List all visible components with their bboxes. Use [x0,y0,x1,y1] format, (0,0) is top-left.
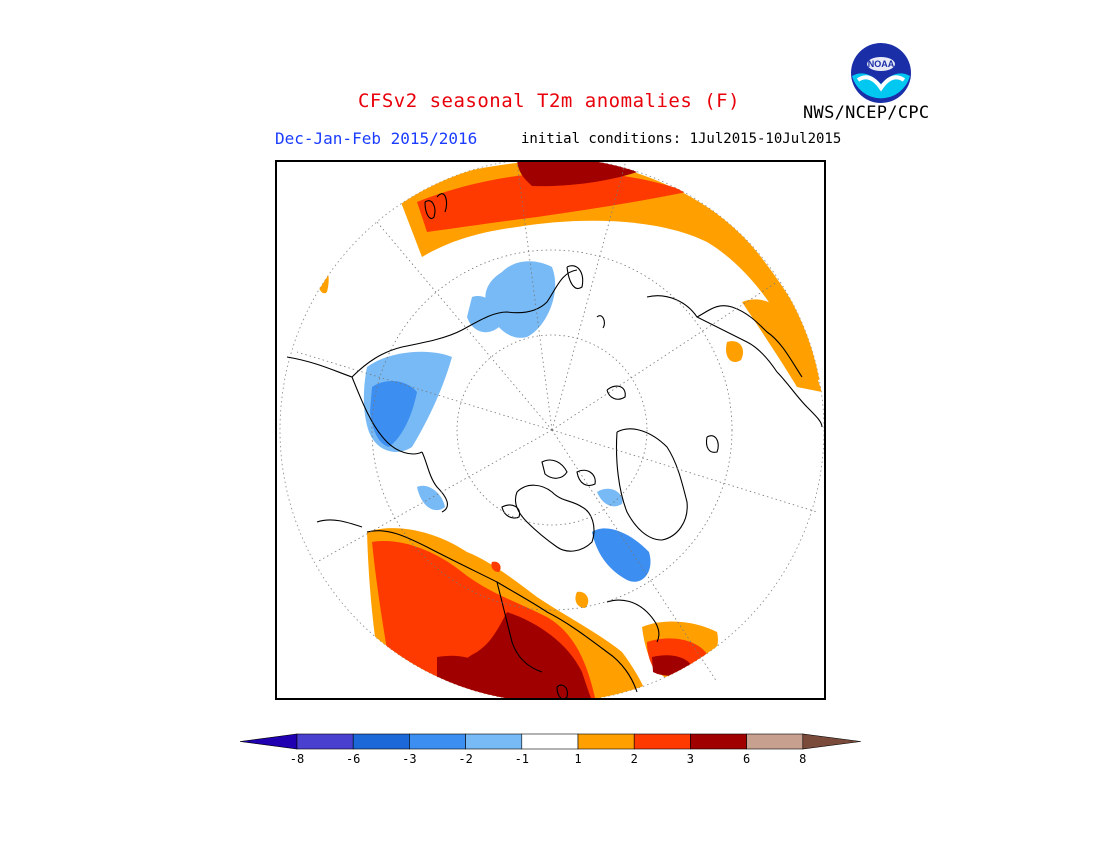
strong-warm-anomaly-region [517,162,637,187]
initial-conditions: initial conditions: 1Jul2015-10Jul2015 [521,131,842,147]
logo-text: NOAA [868,59,895,69]
legend-tick-label: -6 [345,752,361,766]
legend-swatch [352,733,410,750]
cold-anomaly-region [597,488,623,507]
legend-tick-label: 2 [630,752,638,766]
warm-anomaly-region [575,591,589,608]
map-title: CFSv2 seasonal T2m anomalies (F) [357,90,741,112]
warm-anomaly-region [742,299,822,392]
warm-anomaly-region [491,561,501,572]
cold-anomaly-region [485,261,556,338]
noaa-logo: NOAA [851,43,911,103]
map-frame [275,160,826,700]
cold-anomaly-region [370,380,417,447]
legend-tick-label: 1 [574,752,582,766]
legend-tick-label: -1 [514,752,530,766]
legend-swatch [521,733,579,750]
agency-label: NWS/NCEP/CPC [803,103,930,123]
warm-anomaly-region [417,172,687,232]
legend-swatch [690,733,747,750]
legend-tick-label: -2 [458,752,473,766]
legend-tick-label: -3 [402,752,417,766]
cold-anomaly-region [417,485,445,511]
legend-tick-label: 3 [686,752,694,766]
warm-anomaly-region [726,341,744,362]
cold-anomaly-region [592,528,651,582]
legend-tick-label: 8 [799,752,807,766]
graticule [296,162,818,683]
legend-swatch [746,733,804,750]
legend-tick-label: -8 [289,752,305,766]
forecast-period: Dec-Jan-Feb 2015/2016 [275,129,478,148]
color-legend [239,733,861,750]
legend-tick-label: 6 [742,752,751,766]
legend-swatch [409,733,466,750]
legend-swatch [633,733,691,750]
coastlines [286,193,823,698]
legend-arrow-low [239,733,298,750]
legend-swatch [296,733,354,750]
legend-swatch [577,733,635,750]
warm-anomaly-region [316,265,329,294]
legend-swatch [465,733,523,750]
polar-map [279,162,824,698]
legend-arrow-high [802,733,861,750]
